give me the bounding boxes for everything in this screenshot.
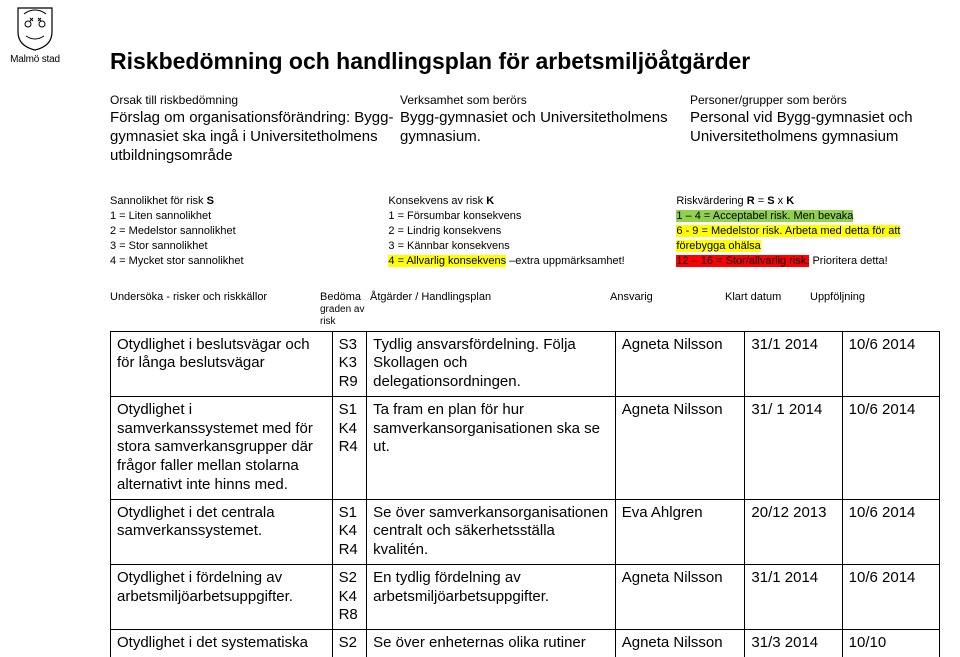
cell-c3: Se över enheternas olika rutiner (367, 630, 616, 657)
legend-r-1: 1 – 4 = Acceptabel risk. Men bevaka (676, 209, 926, 224)
logo: Malmö stad (8, 6, 62, 65)
legend: Sannolikhet för risk S 1 = Liten sannoli… (110, 195, 926, 268)
malmo-coat-icon (14, 6, 56, 52)
cell-c1: Otydlighet i det systematiska (111, 630, 333, 657)
th-actions: Åtgärder / Handlingsplan (370, 291, 610, 327)
legend-k-head: Konsekvens av risk K (388, 195, 676, 207)
cell-c3: Tydlig ansvarsfördelning. Följa Skollage… (367, 331, 616, 396)
cell-c1: Otydlighet i samverkanssystemet med för … (111, 396, 333, 499)
legend-r-3: 12 – 16 = Stor/allvarlig risk. Prioriter… (676, 254, 926, 269)
table-header-row: Undersöka - risker och riskkällor Bedöma… (110, 291, 926, 327)
header-col3-head: Personer/grupper som berörs (690, 93, 950, 107)
table-row: Otydlighet i samverkanssystemet med för … (111, 396, 940, 499)
cell-c5: 31/1 2014 (745, 331, 842, 396)
table-row: Otydlighet i beslutsvägar och för långa … (111, 331, 940, 396)
th-done: Klart datum (725, 291, 810, 327)
cell-c6: 10/10 (842, 630, 939, 657)
legend-k-4: 4 = Allvarlig konsekvens –extra uppmärks… (388, 254, 676, 269)
page-title: Riskbedömning och handlingsplan för arbe… (110, 48, 926, 75)
cell-c4: Agneta Nilsson (615, 396, 745, 499)
logo-label: Malmö stad (8, 54, 62, 65)
cell-c5: 20/12 2013 (745, 499, 842, 564)
th-grade: Bedömagraden av risk (320, 291, 370, 327)
cell-c1: Otydlighet i beslutsvägar och för långa … (111, 331, 333, 396)
cell-c4: Agneta Nilsson (615, 630, 745, 657)
header-columns: Orsak till riskbedömning Förslag om orga… (110, 93, 926, 165)
cell-c3: Ta fram en plan för hur samverkansorgani… (367, 396, 616, 499)
risk-table: Otydlighet i beslutsvägar och för långa … (110, 331, 940, 657)
cell-c2: S1 K4 R4 (332, 499, 367, 564)
cell-c3: En tydlig fördelning av arbetsmiljöarbet… (367, 564, 616, 629)
legend-s-3: 3 = Stor sannolikhet (110, 239, 388, 254)
cell-c6: 10/6 2014 (842, 396, 939, 499)
legend-r-head: Riskvärdering R = S x K (676, 195, 926, 207)
legend-s-head: Sannolikhet för risk S (110, 195, 388, 207)
cell-c6: 10/6 2014 (842, 331, 939, 396)
th-follow: Uppföljning (810, 291, 910, 327)
legend-s-4: 4 = Mycket stor sannolikhet (110, 254, 388, 269)
cell-c4: Agneta Nilsson (615, 564, 745, 629)
cell-c5: 31/1 2014 (745, 564, 842, 629)
cell-c2: S3 K3 R9 (332, 331, 367, 396)
cell-c2: S1 K4 R4 (332, 396, 367, 499)
table-row: Otydlighet i fördelning av arbetsmiljöar… (111, 564, 940, 629)
legend-r-2: 6 - 9 = Medelstor risk. Arbeta med detta… (676, 224, 926, 254)
cell-c2: S2 K4 R8 (332, 564, 367, 629)
header-col1-head: Orsak till riskbedömning (110, 93, 400, 107)
cell-c5: 31/ 1 2014 (745, 396, 842, 499)
cell-c6: 10/6 2014 (842, 499, 939, 564)
cell-c4: Eva Ahlgren (615, 499, 745, 564)
cell-c6: 10/6 2014 (842, 564, 939, 629)
th-owner: Ansvarig (610, 291, 725, 327)
cell-c2: S2 (332, 630, 367, 657)
table-row: Otydlighet i det centrala samverkanssyst… (111, 499, 940, 564)
table-row: Otydlighet i det systematiskaS2Se över e… (111, 630, 940, 657)
legend-s-2: 2 = Medelstor sannolikhet (110, 224, 388, 239)
legend-s-1: 1 = Liten sannolikhet (110, 209, 388, 224)
header-col3-body: Personal vid Bygg-gymnasiet och Universi… (690, 109, 950, 147)
header-col2-head: Verksamhet som berörs (400, 93, 690, 107)
cell-c3: Se över samverkansorganisationen central… (367, 499, 616, 564)
header-col2-body: Bygg-gymnasiet och Universitetholmens gy… (400, 109, 690, 147)
legend-k-1: 1 = Försumbar konsekvens (388, 209, 676, 224)
th-risks: Undersöka - risker och riskkällor (110, 291, 320, 327)
legend-k-2: 2 = Lindrig konsekvens (388, 224, 676, 239)
cell-c4: Agneta Nilsson (615, 331, 745, 396)
cell-c1: Otydlighet i det centrala samverkanssyst… (111, 499, 333, 564)
header-col1-body: Förslag om organisationsförändring: Bygg… (110, 109, 400, 165)
cell-c1: Otydlighet i fördelning av arbetsmiljöar… (111, 564, 333, 629)
legend-k-3: 3 = Kännbar konsekvens (388, 239, 676, 254)
cell-c5: 31/3 2014 (745, 630, 842, 657)
